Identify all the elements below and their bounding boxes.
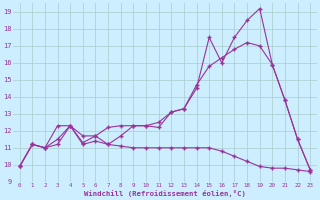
X-axis label: Windchill (Refroidissement éolien,°C): Windchill (Refroidissement éolien,°C)	[84, 190, 246, 197]
